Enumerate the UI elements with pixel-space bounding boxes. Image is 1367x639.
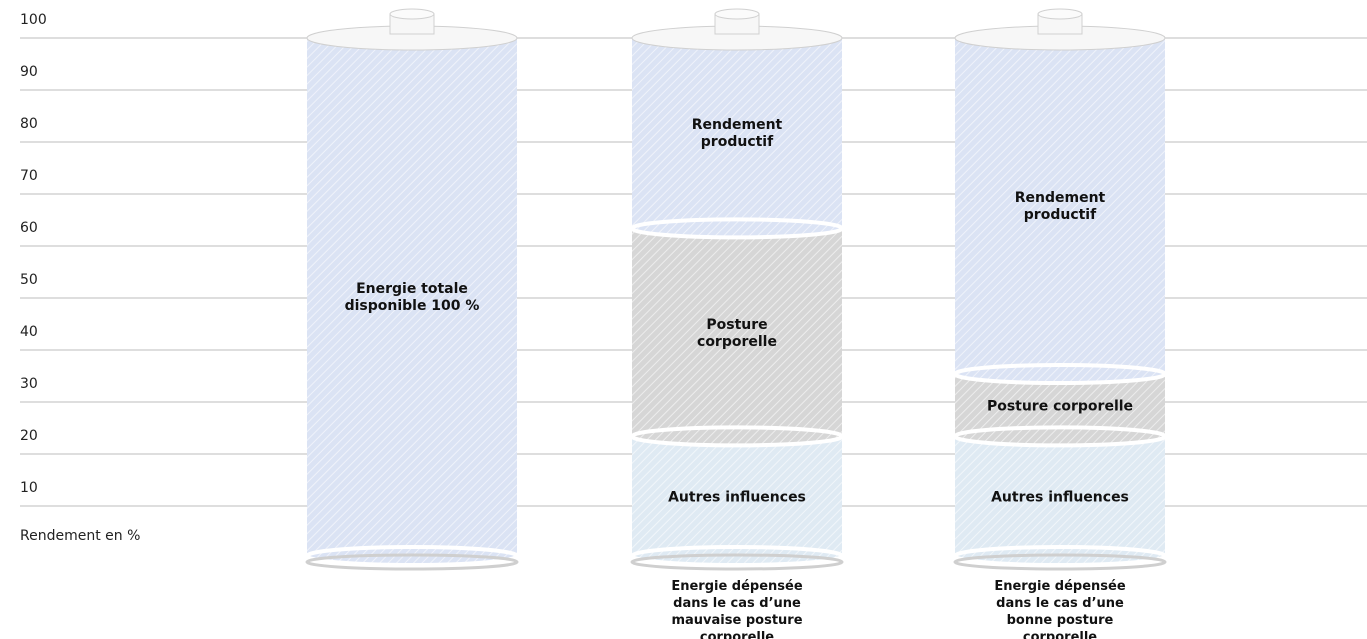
battery-nub-top (1037, 8, 1083, 20)
battery-nub-top (714, 8, 760, 20)
segment-edge (630, 425, 844, 448)
segment-edge (630, 217, 844, 240)
battery-nub-top (389, 8, 435, 20)
segment-edge (953, 363, 1167, 385)
y-tick-label: 60 (20, 220, 38, 236)
battery-bottom-shadow (305, 553, 519, 571)
segment-edge (305, 545, 519, 567)
y-tick-label: 50 (20, 272, 38, 288)
segment-label: Energie totale disponible 100 % (344, 281, 480, 314)
segment-texture (632, 438, 842, 565)
segment-texture (632, 38, 842, 238)
category-label: Energie dépensée dans le cas d’une bonne… (994, 579, 1126, 639)
category-label: Energie dépensée dans le cas d’une mauva… (671, 579, 803, 639)
y-tick-label: 30 (20, 376, 38, 392)
segment-edge (953, 545, 1167, 567)
segment-edge (630, 545, 844, 567)
battery-segment (955, 38, 1165, 383)
battery-bottom-shadow (953, 553, 1167, 571)
y-tick-label: 10 (20, 480, 38, 496)
battery-segment (632, 38, 842, 238)
segment-texture (307, 38, 517, 565)
battery-segment (632, 438, 842, 565)
battery-segment (632, 230, 842, 446)
segment-label: Autres influences (668, 489, 806, 506)
segment-label: Posture corporelle (986, 398, 1134, 415)
segment-label: Rendement productif (1014, 190, 1106, 223)
battery-segment (955, 438, 1165, 565)
segment-label: Autres influences (991, 489, 1129, 506)
segment-edge (953, 425, 1167, 448)
y-tick-label: 20 (20, 428, 38, 444)
segment-texture (955, 438, 1165, 565)
y-tick-label: 90 (20, 64, 38, 80)
battery-bottom-shadow (630, 553, 844, 571)
segment-texture (955, 38, 1165, 383)
y-tick-label: 80 (20, 116, 38, 132)
segment-label: Rendement productif (691, 117, 783, 151)
segment-label: Posture corporelle (697, 317, 777, 351)
segment-texture (632, 230, 842, 446)
y-tick-label: 70 (20, 168, 38, 184)
y-axis-label: Rendement en % (20, 528, 141, 544)
battery-segment (307, 38, 517, 565)
y-tick-label: 40 (20, 324, 38, 340)
y-tick-label: 100 (20, 12, 47, 28)
